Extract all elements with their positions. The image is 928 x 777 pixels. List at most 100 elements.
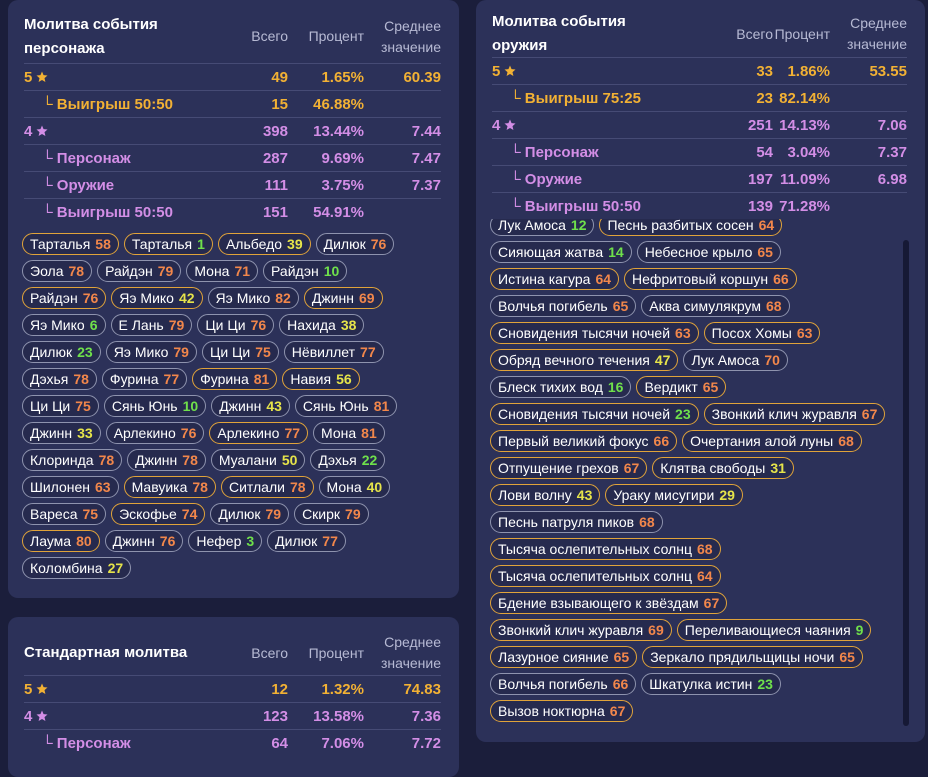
chip-row: Лови волну 43 Ураку мисугири 29	[490, 484, 887, 506]
cell-total: 123	[262, 707, 288, 725]
chip-row: Тарталья 58 Тарталья 1 Альбедо 39 Дилюк 76	[22, 233, 445, 255]
cell-total: 398	[262, 122, 288, 140]
chip-name: Дилюк	[323, 236, 366, 252]
chip-row: Яэ Мико 6 Е Лань 79 Ци Ци 76 Нахида 38	[22, 314, 445, 336]
chip: Джинн 43	[211, 395, 290, 417]
row-label: 5	[492, 63, 703, 80]
chip: Шкатулка истин 23	[641, 673, 781, 695]
chip-name: Первый великий фокус	[498, 433, 649, 449]
chip: Райдэн 76	[22, 287, 107, 309]
chip: Дэхья 78	[22, 368, 97, 390]
chip-name: Мона	[321, 425, 357, 441]
chip-value: 43	[266, 398, 282, 414]
star-shape	[36, 683, 48, 694]
chip-row: Дэхья 78 Фурина 77 Фурина 81 Навия 56	[22, 368, 445, 390]
chip: Яэ Мико 82	[207, 287, 299, 309]
chip: Лаума 80	[22, 530, 100, 552]
chip-name: Яэ Мико	[30, 317, 85, 333]
chip-row: Ци Ци 75 Сянь Юнь 10 Джинн 43 Сянь Юнь 81	[22, 395, 445, 417]
chip-name: Навия	[290, 371, 332, 387]
row-label: └ Персонаж	[24, 150, 218, 167]
label-text: 5	[24, 68, 33, 86]
chip-value: 76	[180, 425, 197, 441]
chip: Яэ Мико 6	[22, 314, 106, 336]
chip: Дэхья 22	[310, 449, 386, 471]
chip-row: Песнь патруля пиков 68	[490, 511, 887, 533]
cell-average: 7.44	[411, 122, 441, 140]
chip: Дилюк 76	[315, 233, 395, 255]
chip-value: 22	[361, 452, 378, 468]
cell-total: 197	[747, 170, 773, 188]
chip-value: 71	[234, 263, 251, 279]
chip: Сновидения тысячи ночей 23	[490, 403, 699, 425]
chip-value: 75	[75, 398, 91, 414]
chip-value: 6	[89, 317, 98, 333]
chip-name: Блеск тихих вод	[498, 379, 603, 395]
cell-percent: 1.86%	[787, 62, 830, 80]
cell-average: 7.37	[877, 143, 907, 161]
chip-value: 56	[336, 371, 352, 387]
chip: Звонкий клич журавля 69	[490, 619, 672, 641]
chip-row: Коломбина 27	[22, 557, 445, 579]
chip-value: 68	[639, 514, 655, 530]
chip-row: Тысяча ослепительных солнц 64	[490, 565, 887, 587]
label-text: └ Персонаж	[42, 149, 131, 167]
chip-row: Бдение взывающего к звёздам 67	[490, 592, 887, 614]
chip-name: Лови волну	[498, 487, 572, 503]
column-header: Процент	[774, 25, 830, 42]
chip-value: 29	[719, 487, 735, 503]
chip: Дилюк 79	[210, 503, 290, 525]
chip-value: 63	[95, 479, 111, 495]
cell-average: 7.47	[411, 149, 441, 167]
chip: Нефритовый коршун 66	[624, 268, 797, 290]
chip: Тысяча ослепительных солнц 64	[490, 565, 721, 587]
chip: Очертания алой луны 68	[682, 430, 862, 452]
chip-list: Лук Амоса 12 Песнь разбитых сосен 64 Сияющая…	[476, 219, 901, 722]
cell-percent: 9.69%	[321, 149, 364, 167]
row-label: └ Выигрыш 50:50	[24, 96, 218, 113]
row-label: 4	[492, 117, 703, 134]
cell-average: 74.83	[403, 680, 441, 698]
chip-name: Шкатулка истин	[649, 676, 753, 692]
chip-row: Блеск тихих вод 16 Вердикт 65	[490, 376, 887, 398]
chip-name: Райдэн	[271, 263, 319, 279]
star-shape	[36, 710, 48, 721]
chip: Блеск тихих вод 16	[490, 376, 632, 398]
chip-value: 68	[696, 541, 713, 557]
cell-average: 53.55	[869, 62, 907, 80]
chip-name: Сновидения тысячи ночей	[498, 406, 671, 422]
chip-name: Арлекино	[217, 425, 280, 441]
cell-percent: 3.75%	[321, 176, 364, 194]
row-label: └ Персонаж	[24, 735, 218, 752]
chip-value: 70	[764, 352, 780, 368]
cell-average: 7.72	[411, 734, 441, 752]
column-header: Среднее значение	[380, 634, 441, 671]
chip: Нахида 38	[279, 314, 365, 336]
chip: Тарталья 58	[22, 233, 119, 255]
cell-percent: 82.14%	[779, 89, 830, 107]
chip-value: 63	[675, 325, 691, 341]
cell-percent: 46.88%	[313, 95, 364, 113]
chip-name: Звонкий клич журавля	[498, 622, 644, 638]
chip-name: Фурина	[200, 371, 249, 387]
cell-average: 7.37	[411, 176, 441, 194]
chip: Дилюк 23	[22, 341, 101, 363]
chip-name: Волчья погибель	[498, 676, 608, 692]
scrollbar[interactable]	[903, 240, 909, 726]
chip-name: Вареса	[30, 506, 78, 522]
cell-percent: 13.58%	[313, 707, 364, 725]
table-row: └ Персонаж 54 3.04% 7.37	[492, 138, 907, 165]
column-header: Всего	[736, 25, 773, 42]
page: {"panels": [ {"title": "Молитва события …	[8, 0, 925, 777]
chip-row: Сияющая жатва 14 Небесное крыло 65	[490, 241, 887, 263]
chip: Небесное крыло 65	[636, 241, 781, 263]
chip: Лови волну 43	[490, 484, 601, 506]
chip-value: 38	[340, 317, 357, 333]
chip-value: 69	[648, 622, 664, 638]
chip-value: 50	[281, 452, 298, 468]
chip-name: Коломбина	[30, 560, 103, 576]
chip-name: Мавуика	[131, 479, 188, 495]
chip-value: 74	[181, 506, 198, 522]
star-icon	[36, 683, 48, 694]
row-label: └ Оружие	[492, 171, 703, 188]
